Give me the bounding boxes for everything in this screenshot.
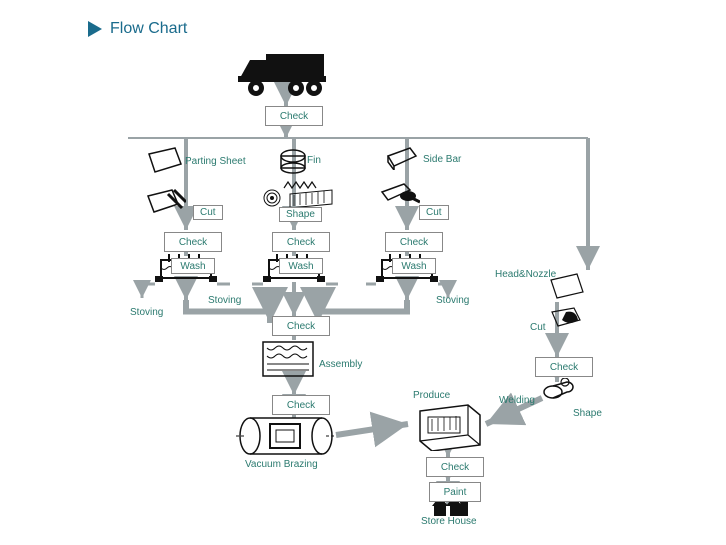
flow-label: Stoving bbox=[436, 295, 469, 306]
flow-label: Assembly bbox=[319, 359, 362, 370]
fin-shape-icon bbox=[262, 180, 334, 208]
flow-node-cut: Cut bbox=[419, 205, 449, 220]
assembly-icon bbox=[261, 338, 315, 378]
flow-node-check: Check bbox=[164, 232, 222, 252]
flow-node-check: Check bbox=[385, 232, 443, 252]
sidebar-icon bbox=[384, 146, 420, 170]
flow-node-wash: Wash bbox=[171, 258, 215, 274]
flow-label: Stoving bbox=[208, 295, 241, 306]
flow-label: Welding bbox=[499, 395, 535, 406]
brazing-icon bbox=[236, 414, 336, 458]
flow-node-check: Check bbox=[426, 457, 484, 477]
fin-roll-icon bbox=[278, 146, 308, 176]
flow-label: Stoving bbox=[130, 307, 163, 318]
flow-label: Fin bbox=[307, 155, 321, 166]
flow-label: Store House bbox=[421, 516, 477, 527]
flow-node-shape: Shape bbox=[279, 207, 322, 222]
flow-edges bbox=[0, 0, 726, 545]
flow-label: Cut bbox=[530, 322, 546, 333]
flow-label: Parting Sheet bbox=[185, 156, 246, 167]
flow-node-check: Check bbox=[272, 232, 330, 252]
sidebar-cut-icon bbox=[380, 182, 420, 208]
machine-icon bbox=[412, 403, 484, 451]
flow-node-check: Check bbox=[265, 106, 323, 126]
flow-node-paint: Paint bbox=[429, 482, 481, 502]
sheet-icon bbox=[145, 146, 185, 176]
flow-node-wash: Wash bbox=[392, 258, 436, 274]
flow-label: Vacuum Brazing bbox=[245, 459, 318, 470]
flow-node-wash: Wash bbox=[279, 258, 323, 274]
flow-node-check: Check bbox=[535, 357, 593, 377]
truck-icon bbox=[238, 50, 328, 98]
flow-label: Head&Nozzle bbox=[495, 269, 556, 280]
flow-label: Shape bbox=[573, 408, 602, 419]
flow-node-check: Check bbox=[272, 395, 330, 415]
sheet-cut-icon bbox=[144, 188, 186, 218]
nozzle-cut-icon bbox=[548, 306, 588, 332]
flow-label: Produce bbox=[413, 390, 450, 401]
nozzle-shape-icon bbox=[543, 378, 575, 402]
flow-node-check: Check bbox=[272, 316, 330, 336]
flow-node-cut: Cut bbox=[193, 205, 223, 220]
flow-label: Side Bar bbox=[423, 154, 461, 165]
